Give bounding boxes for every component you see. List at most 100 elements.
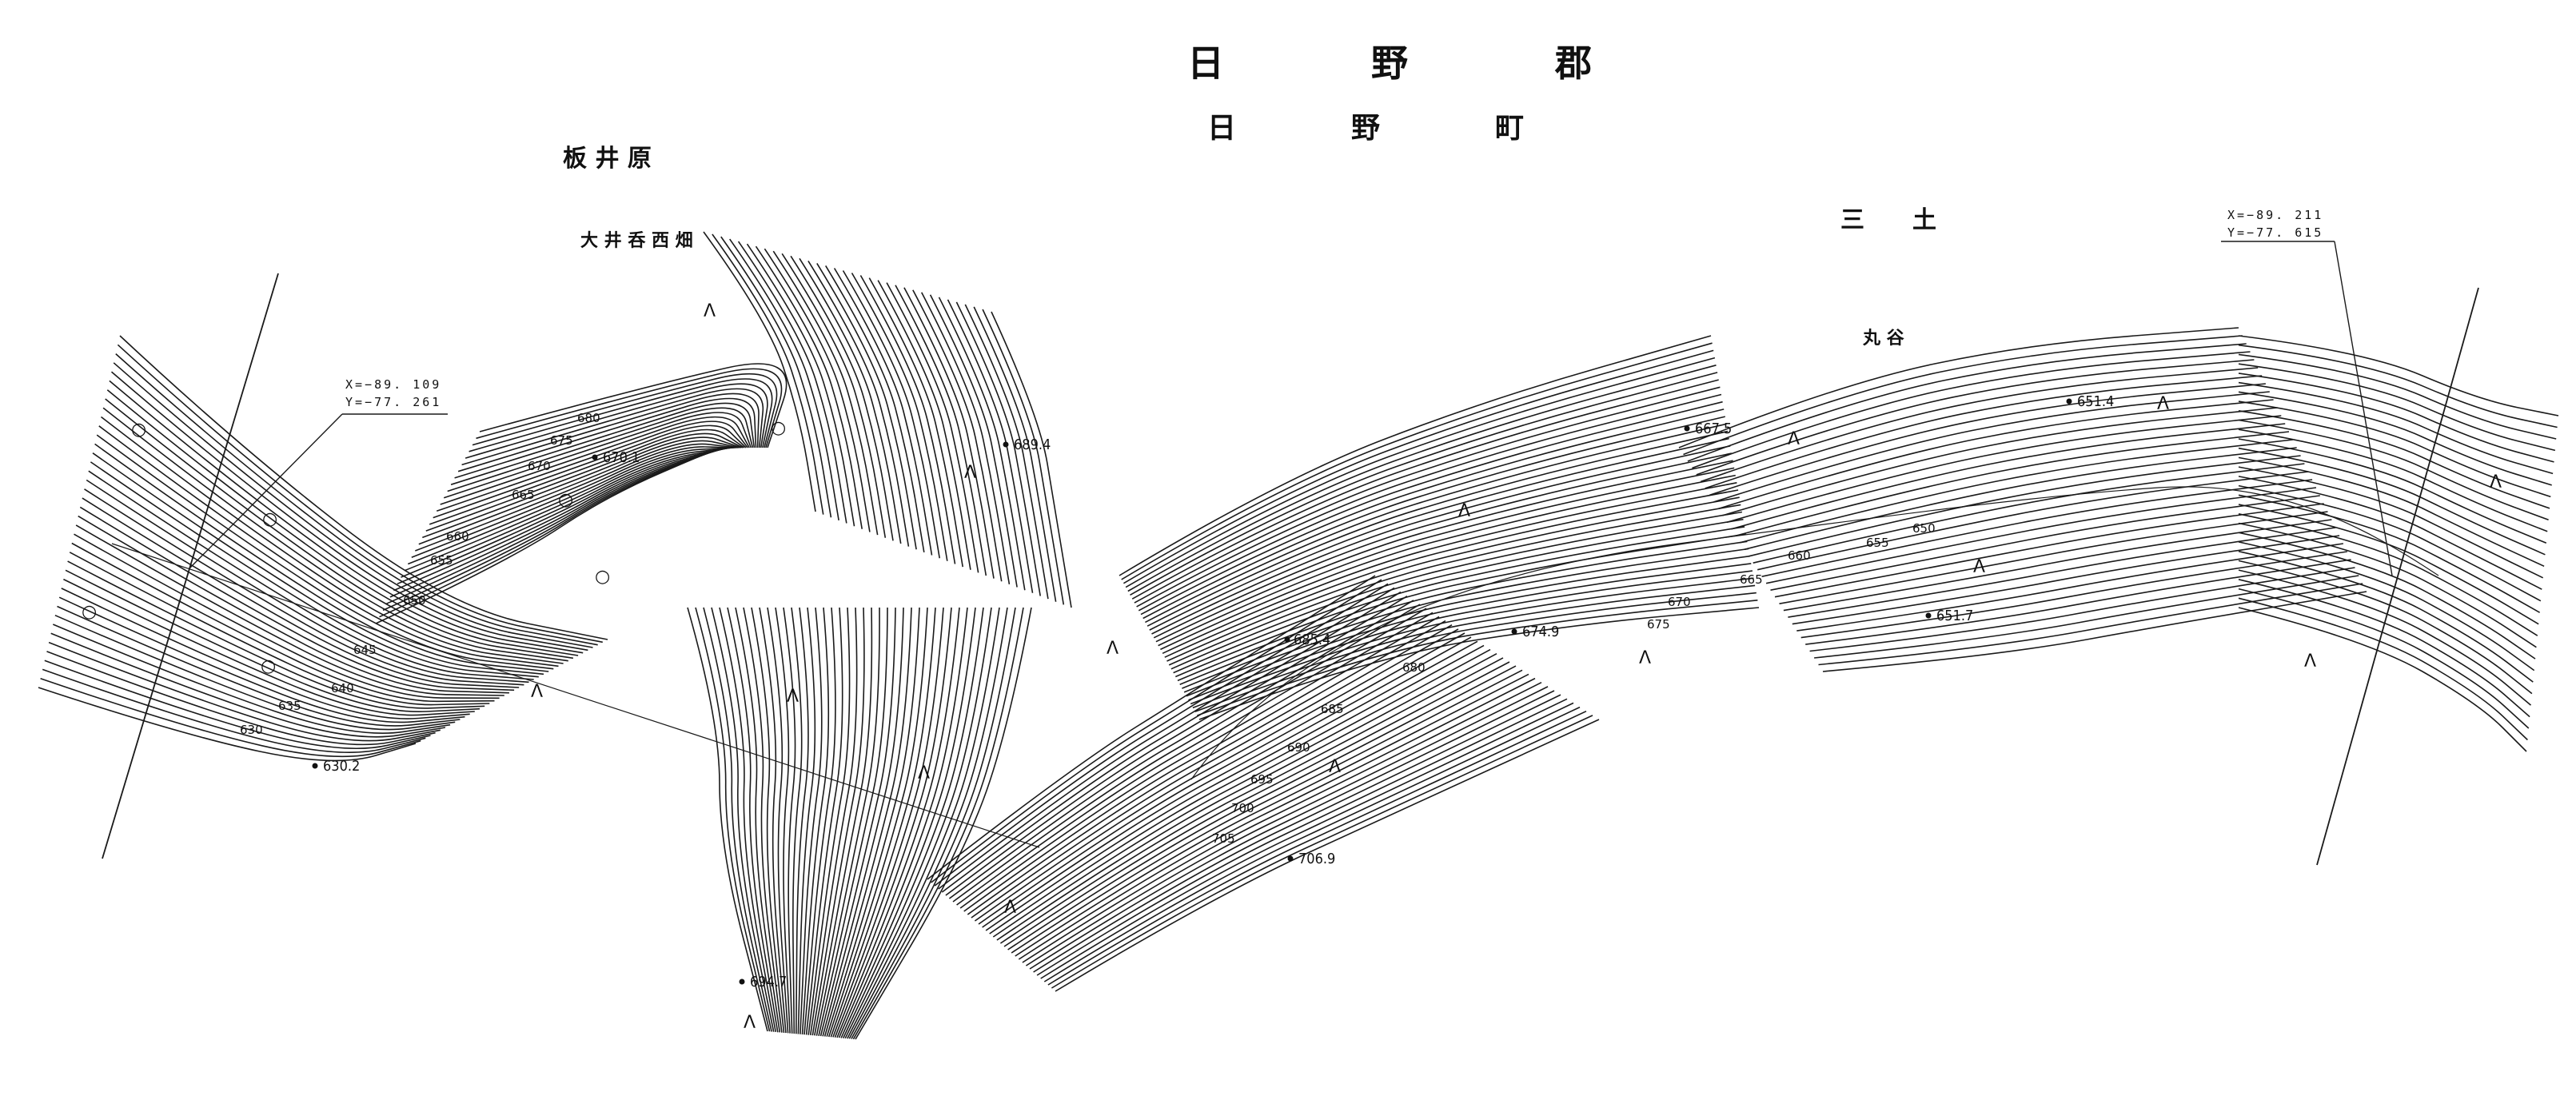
contour-line: [1805, 559, 2351, 645]
contour-line: [912, 289, 1003, 582]
wasteland-symbol: Λ: [1329, 757, 1341, 777]
contour-line: [955, 301, 1041, 596]
wasteland-symbol: Λ: [2304, 652, 2316, 672]
contour-line: [2238, 466, 2544, 579]
spot-height: 670.1: [603, 449, 640, 466]
spot-height: 689.4: [1014, 436, 1051, 453]
contour-line: [84, 488, 524, 686]
contour-line: [38, 687, 417, 762]
contour-line: [102, 407, 568, 662]
contour-line: [447, 407, 754, 492]
contour-line: [379, 447, 722, 618]
contour-line: [1717, 399, 2274, 510]
contour-line: [1783, 519, 2332, 612]
contour-label: 675: [550, 433, 573, 448]
contour-lines: [38, 231, 2559, 1040]
contour-line: [989, 644, 1485, 935]
contour-line: [1174, 526, 1745, 678]
wasteland-symbol: Λ: [964, 463, 976, 483]
contour-line: [1678, 327, 2239, 448]
contour-line: [1153, 452, 1733, 639]
contour-labels-west: 680 675 670 665 660 655 650 645 640 635 …: [240, 411, 600, 737]
contour-line: [963, 616, 1440, 912]
contour-line: [877, 280, 971, 570]
contour-line: [393, 447, 728, 592]
contour-line: [440, 416, 750, 505]
coord-leader-left: [188, 413, 448, 570]
contour-line: [938, 297, 1026, 591]
contour-line: [418, 440, 740, 545]
contour-labels-east: 680 675 670 665 660 655 650: [1402, 521, 1936, 675]
contour-line: [1123, 349, 1714, 584]
contour-line: [2238, 401, 2551, 498]
contour-line: [830, 607, 936, 1038]
wasteland-symbol: Λ: [787, 687, 799, 707]
contour-line: [1003, 661, 1510, 947]
contour-line: [799, 257, 902, 544]
contour-line: [2238, 335, 2559, 416]
section-line-right: [2316, 287, 2479, 866]
contour-line: [964, 304, 1049, 600]
contour-line: [1696, 359, 2255, 476]
wasteland-symbol: Λ: [1458, 501, 1470, 521]
contour-line: [2238, 419, 2549, 521]
contour-line: [834, 607, 952, 1038]
contour-label: 665: [512, 488, 535, 502]
contour-line: [895, 285, 987, 576]
contour-line: [86, 479, 529, 684]
contour-line: [2238, 588, 2530, 729]
contour-line: [1814, 575, 2359, 659]
contour-line: [868, 277, 963, 568]
district-title: 日 野 郡: [1187, 42, 1592, 85]
contour-label: 655: [430, 553, 453, 568]
contour-line: [815, 607, 880, 1036]
contour-line: [711, 607, 775, 1032]
contour-line: [2238, 607, 2527, 752]
contour-line: [1121, 342, 1713, 580]
contour-line: [1055, 719, 1600, 992]
contour-line: [454, 397, 757, 479]
contour-line: [450, 402, 756, 485]
contour-label: 685: [1321, 702, 1344, 716]
contour-line: [2238, 410, 2550, 509]
contour-line: [94, 443, 549, 672]
contour-line: [1149, 437, 1729, 631]
contour-line: [791, 607, 803, 1034]
contour-line: [1744, 447, 2297, 551]
contour-label: 660: [1788, 548, 1811, 563]
contour-label: 670: [1668, 595, 1691, 609]
contour-line: [78, 515, 509, 694]
contour-label: 700: [1231, 801, 1254, 815]
contour-line: [1015, 673, 1529, 957]
contour-line: [938, 587, 1395, 890]
contour-line: [65, 569, 481, 713]
contour-line: [720, 236, 832, 518]
coord-left-y: Y=−77. 261: [345, 395, 441, 409]
contour-line: [1757, 471, 2309, 571]
contour-line: [851, 607, 1016, 1039]
contour-line: [98, 425, 559, 668]
place-itaibara: 板 井 原: [563, 145, 652, 173]
contour-line: [1040, 702, 1574, 979]
contour-label: 645: [353, 643, 377, 657]
point-symbol: ○: [771, 418, 786, 438]
contour-line: [1036, 698, 1568, 976]
wasteland-symbol: Λ: [1004, 898, 1016, 918]
contour-line: [985, 640, 1478, 931]
contour-line: [783, 607, 796, 1034]
contour-line: [823, 607, 912, 1037]
contour-line: [1127, 365, 1717, 592]
contour-line: [1687, 343, 2247, 462]
contour-line: [1146, 430, 1729, 627]
contour-line: [826, 607, 920, 1037]
spot-heights: 670.1 689.4 630.2 694.7 685.4 674.9 706.…: [312, 393, 2114, 990]
contour-line: [61, 588, 470, 719]
contour-line: [401, 447, 732, 578]
contour-line: [75, 524, 504, 696]
contour-line: [842, 270, 940, 559]
contour-line: [2238, 373, 2554, 463]
contour-line: [465, 383, 768, 459]
spot-height: 694.7: [750, 974, 787, 990]
contour-line: [96, 434, 554, 670]
